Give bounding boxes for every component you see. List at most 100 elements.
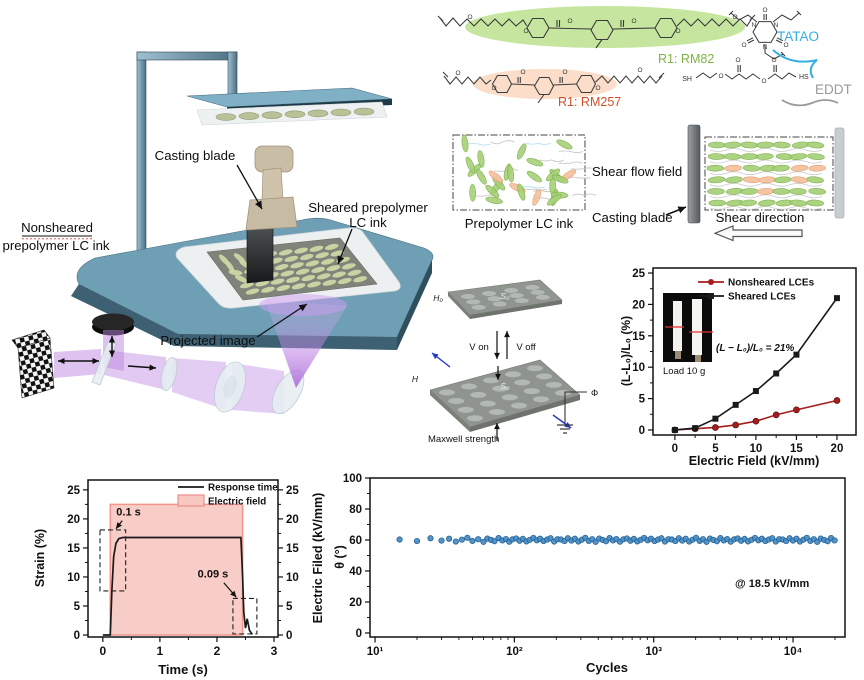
data-point [833,295,840,302]
strain-annotation: (L − L₀)/L₀ = 21% [716,343,794,354]
lens-small [160,357,178,391]
x-tick-label: 0 [672,443,678,455]
data-point [833,397,841,404]
plot-box [369,477,846,638]
arrowhead-icon [504,331,510,338]
svg-text:O: O [562,69,567,76]
h0-label: H₀ [433,293,443,303]
svg-text:N: N [774,22,779,29]
shear-panels: Prepolymer LC ink Shear flow field Casti… [430,120,864,265]
y-tick-label: 20 [632,299,645,311]
rm82-highlight [465,6,745,48]
apparatus-svg: Casting blade Sheared prepolymer LC ink … [2,51,434,415]
chemistry-svg: O O O O O O O O O O O O N N N O O O O O [437,6,852,109]
arrowhead-icon [108,350,116,357]
tatao-curve-icon [772,49,818,79]
y-tick-label-left: 0 [74,630,80,642]
data-point [464,534,471,541]
ink-droplet [311,266,325,273]
ink-droplet [228,269,243,276]
mesogen [708,199,727,207]
cured-sample [261,111,283,119]
mesogen [806,176,824,184]
stand-arm-drop [227,51,238,99]
mesogen [488,170,504,183]
data-point [480,538,487,545]
mesogen [808,164,827,172]
data-point [427,535,434,542]
maxwell-label: Maxwell strength [428,434,499,445]
y-tick-label: 60 [349,535,362,547]
mesogen [806,199,824,207]
time-response-chart: 0.1 s 0.09 s 0 1 2 3 0 0 5 5 10 10 15 15 20 20 25 25 Time … [28,456,334,680]
s-bottom-label: S₀ [500,381,510,391]
electrode-dimple [483,377,499,384]
arrowhead-icon [58,357,65,365]
nonsheared-ink-label-2: prepolymer LC ink [2,238,109,253]
oligomer-chain [709,206,823,210]
mesogen [707,176,726,184]
svg-text:O: O [520,69,525,76]
mesogen [476,169,487,185]
data-point [712,415,719,422]
ink-droplet [270,278,285,285]
electrode-dimple [457,406,474,413]
legend-swatch [177,494,205,507]
casting-blade-label: Casting blade [155,148,236,163]
stand-arm [136,51,238,61]
mesogen [789,188,807,195]
x-tick-label: 2 [214,644,221,658]
ink-droplet [342,263,356,270]
sample-strip [673,301,682,351]
svg-text:O: O [762,7,767,14]
ink-droplet [290,262,304,269]
y-tick-label: 25 [632,268,645,280]
oligomer-chain [709,148,823,152]
x-axis-label: Time (s) [158,662,208,677]
ink-droplet [225,260,235,273]
x-tick-label: 15 [790,443,803,455]
ink-droplet [295,268,310,275]
arrow-line [256,303,308,338]
y-tick-label: 80 [349,504,362,516]
arrowhead-icon [255,200,262,209]
field-response-chart: 0 5 10 15 20 0 5 10 15 20 25 Electric Field (kV/mm)… [618,255,864,470]
x-tick-label: 20 [831,443,844,455]
electrode-dimple [504,287,519,293]
electrode-dimple [505,371,521,378]
y-axis-label: θ (°) [333,545,347,569]
ink-droplet [301,275,316,282]
sample-weight [695,355,701,362]
data-point [773,370,780,377]
mesogen [707,188,725,195]
blade-knob [254,145,294,173]
svg-text:O: O [567,18,572,25]
data-point [793,406,800,414]
blade-neck [261,167,284,203]
x-axis-label: Cycles [586,660,628,675]
x-tick-label: 1 [157,644,164,658]
mesogen [740,153,759,160]
svg-text:O: O [631,18,636,25]
mesogen [516,143,527,160]
y-tick-label: 15 [632,331,645,343]
electrode-dimple [492,385,509,392]
shear-direction-arrow-icon [713,225,803,242]
oligomer-chain [709,159,823,164]
data-point [413,537,421,545]
x-tick-label: 3 [271,644,278,658]
tatao-structure [728,10,802,60]
svg-text:O: O [735,57,740,64]
dmd-chip-icon [17,337,55,399]
field-condition-annotation: @ 18.5 kV/mm [735,578,810,590]
oligomer-chain [539,159,564,163]
y-tick-label: 0 [639,425,645,437]
data-point [831,537,838,544]
electrode-dimple [509,293,524,299]
mesogen [758,199,776,207]
svg-text:N: N [763,44,768,51]
mesogen [706,164,725,172]
eddt-curve-icon [781,99,839,107]
